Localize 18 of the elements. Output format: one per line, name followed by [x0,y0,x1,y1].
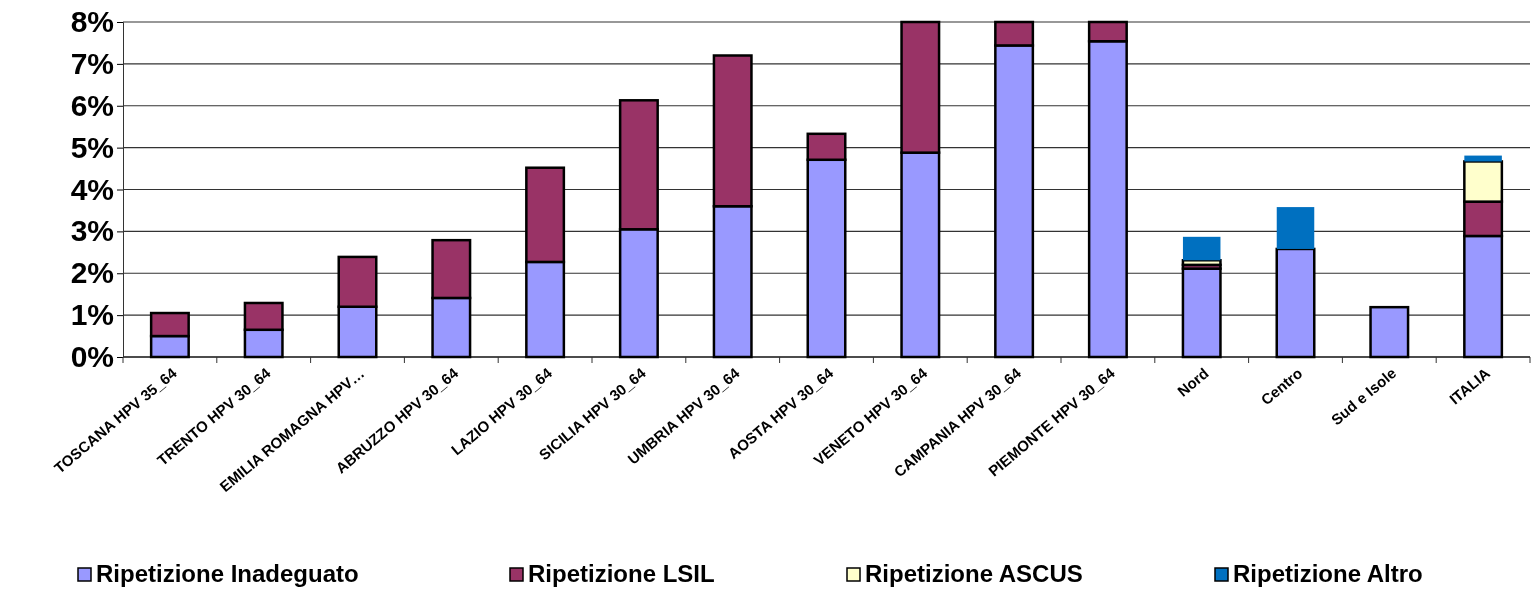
y-tick-label: 7% [70,46,114,80]
y-tick-label: 5% [70,130,114,164]
bar [1369,305,1410,359]
legend-label: Ripetizione Altro [1233,560,1423,587]
y-tick-label: 3% [70,214,114,248]
y-tick-label: 6% [70,88,114,122]
bar [1182,236,1221,261]
y-tick-label: 2% [70,256,114,290]
legend-label: Ripetizione ASCUS [865,560,1083,587]
y-tick-label: 1% [70,298,114,332]
bar [1276,207,1315,249]
legend-label: Ripetizione Inadeguato [96,560,359,587]
bar [1275,247,1316,359]
legend-label: Ripetizione LSIL [528,560,715,587]
y-tick-label: 8% [70,5,114,39]
y-tick-label: 0% [70,340,114,374]
bar [1181,267,1222,359]
y-tick-label: 4% [70,172,114,206]
